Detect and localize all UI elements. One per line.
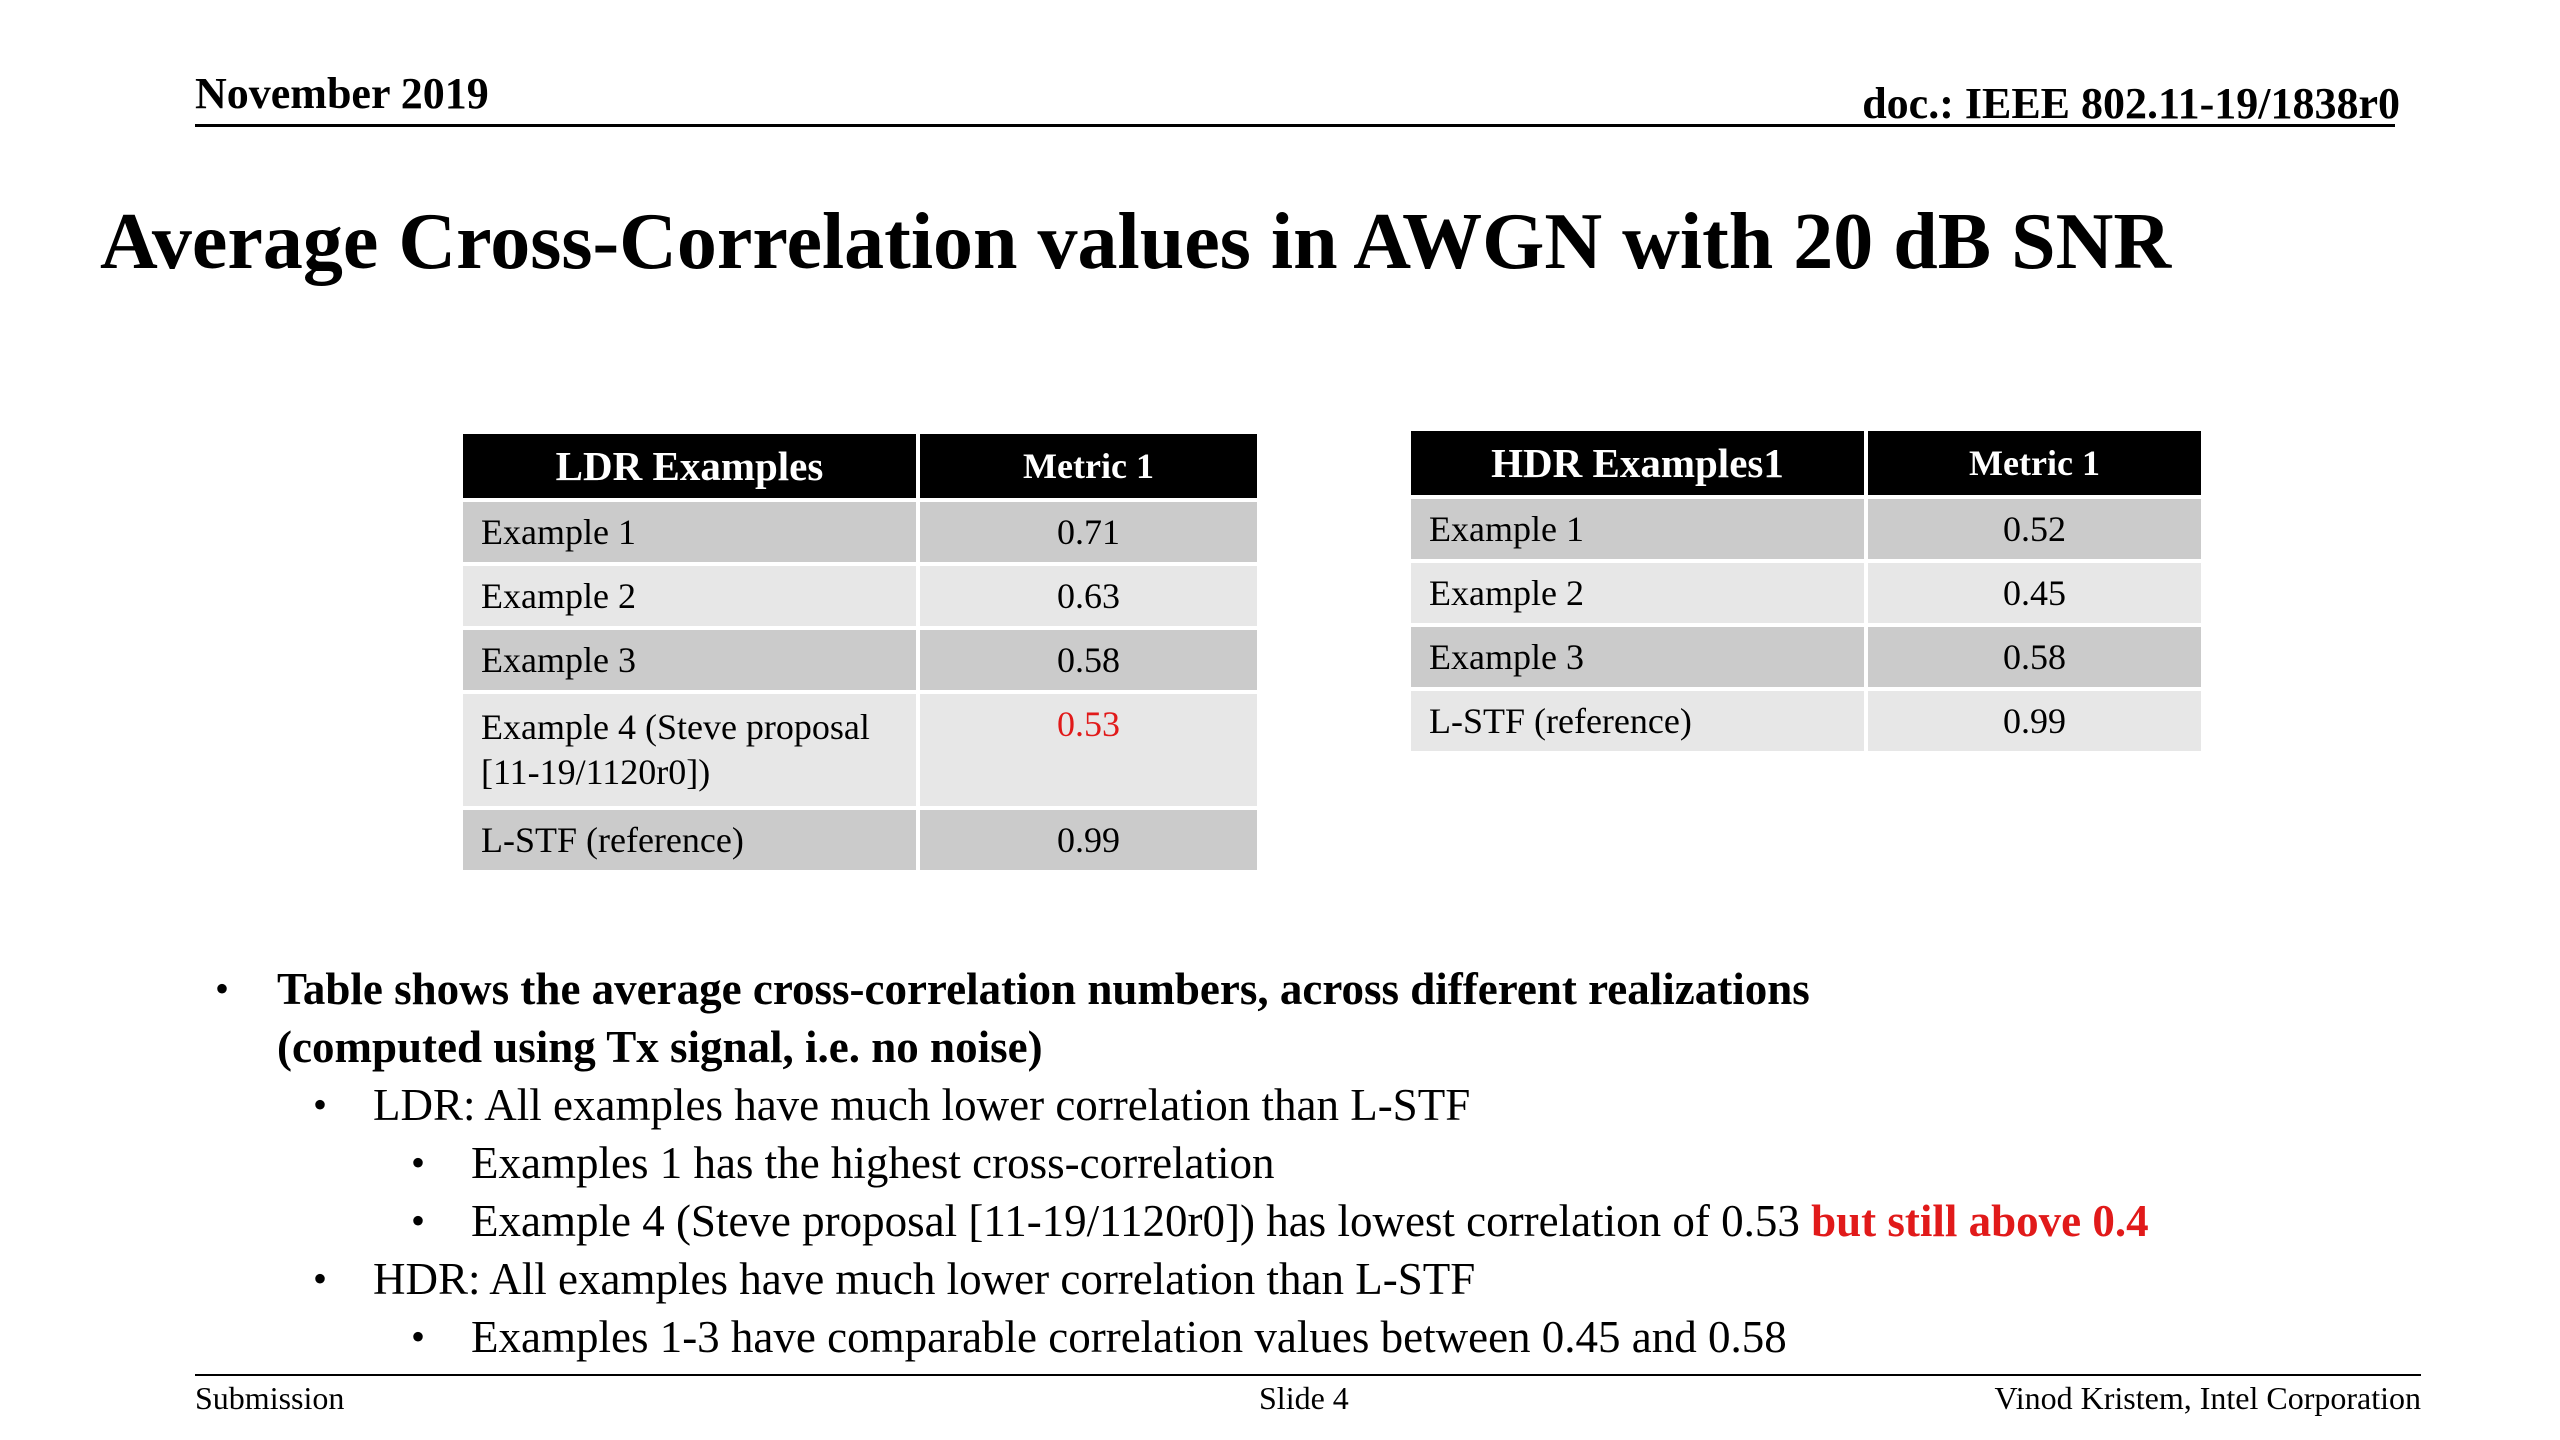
metric-value-cell: 0.99 [920,810,1257,874]
example-name-cell: Example 3 [463,630,920,694]
metric-value-cell: 0.52 [1868,499,2201,563]
example-name-cell: L-STF (reference) [1411,691,1868,755]
bullet-dot-icon: • [411,1198,426,1243]
bullet-text: Examples 1 has the highest cross-correla… [471,1138,1275,1188]
table-header-row: HDR Examples1 Metric 1 [1411,431,2201,499]
bullet-text: Examples 1-3 have comparable correlation… [471,1312,1787,1362]
table-row: Example 3 0.58 [463,630,1257,694]
example-name-cell: Example 4 (Steve proposal [11-19/1120r0]… [463,694,920,810]
header-divider [195,124,2395,127]
footer-submission: Submission [195,1380,345,1416]
table-row: Example 2 0.63 [463,566,1257,630]
bullet-dot-icon: • [411,1314,426,1359]
column-header-examples: LDR Examples [463,434,920,502]
column-header-examples: HDR Examples1 [1411,431,1868,499]
bullet-text-plain: Example 4 (Steve proposal [11-19/1120r0]… [471,1196,1812,1246]
slide-title: Average Cross-Correlation values in AWGN… [100,198,2172,286]
metric-value-cell: 0.99 [1868,691,2201,755]
example-name-cell: Example 2 [463,566,920,630]
table-header-row: LDR Examples Metric 1 [463,434,1257,502]
bullet-text: (computed using Tx signal, i.e. no noise… [277,1022,1043,1072]
bullet-dot-icon: • [215,966,230,1011]
column-header-metric: Metric 1 [920,434,1257,502]
metric-value-cell: 0.71 [920,502,1257,566]
table-row: Example 3 0.58 [1411,627,2201,691]
ldr-examples-table: LDR Examples Metric 1 Example 1 0.71 Exa… [463,434,1257,874]
metric-value-cell: 0.63 [920,566,1257,630]
example-name-cell: Example 1 [463,502,920,566]
table-row: Example 1 0.52 [1411,499,2201,563]
footer-divider [195,1374,2421,1376]
metric-value-cell: 0.45 [1868,563,2201,627]
hdr-examples-table: HDR Examples1 Metric 1 Example 1 0.52 Ex… [1411,431,2201,755]
example-name-line: [11-19/1120r0]) [481,752,711,792]
metric-value-cell-highlighted: 0.53 [920,694,1257,810]
example-name-cell: Example 2 [1411,563,1868,627]
table-row: Example 2 0.45 [1411,563,2201,627]
table-row: Example 4 (Steve proposal [11-19/1120r0]… [463,694,1257,810]
column-header-metric: Metric 1 [1868,431,2201,499]
table-row: Example 1 0.71 [463,502,1257,566]
metric-value-cell: 0.58 [1868,627,2201,691]
example-name-cell: L-STF (reference) [463,810,920,874]
example-name-cell: Example 1 [1411,499,1868,563]
bullet-dot-icon: • [411,1140,426,1185]
bullet-text: HDR: All examples have much lower correl… [373,1254,1476,1304]
header-date: November 2019 [195,69,489,118]
bullet-text: LDR: All examples have much lower correl… [373,1080,1471,1130]
example-name-line: Example 4 (Steve proposal [481,707,870,747]
bullet-dot-icon: • [313,1256,328,1301]
table-row: L-STF (reference) 0.99 [1411,691,2201,755]
footer-author: Vinod Kristem, Intel Corporation [1994,1380,2421,1416]
metric-value-cell: 0.58 [920,630,1257,694]
bullet-text-emphasis: but still above 0.4 [1811,1196,2149,1246]
bullet-dot-icon: • [313,1082,328,1127]
bullet-text: Example 4 (Steve proposal [11-19/1120r0]… [471,1192,2149,1250]
bullet-text: Table shows the average cross-correlatio… [277,964,1810,1014]
example-name-cell: Example 3 [1411,627,1868,691]
footer-slide-number: Slide 4 [1259,1380,1349,1416]
table-row: L-STF (reference) 0.99 [463,810,1257,874]
header-doc-id: doc.: IEEE 802.11-19/1838r0 [1862,79,2400,128]
